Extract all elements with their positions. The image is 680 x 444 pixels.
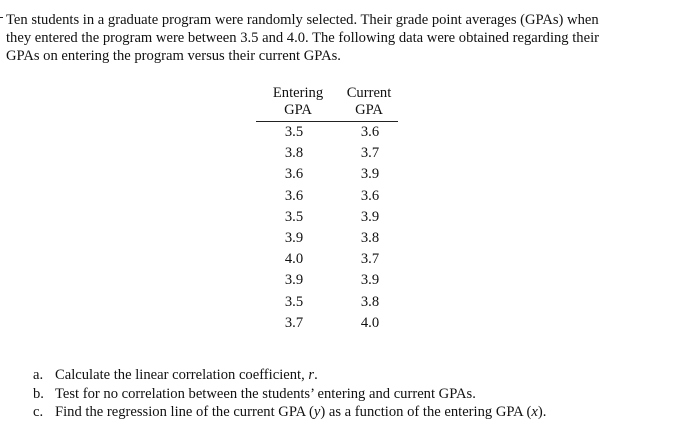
entering-gpa-cell: 3.9 bbox=[284, 272, 304, 289]
question-text: Find the regression line of the current … bbox=[55, 404, 547, 420]
current-gpa-cell: 3.9 bbox=[360, 166, 380, 183]
question-letter: b. bbox=[33, 385, 44, 402]
entering-gpa-cell: 3.6 bbox=[284, 187, 304, 204]
current-gpa-cell: 3.7 bbox=[360, 251, 380, 268]
table-row: 3.5 3.9 bbox=[256, 207, 398, 228]
table-row: 4.0 3.7 bbox=[256, 249, 398, 270]
entering-gpa-cell: 3.5 bbox=[284, 124, 304, 141]
current-gpa-header-bottom: GPA bbox=[340, 102, 398, 122]
current-gpa-cell: 3.8 bbox=[360, 293, 380, 310]
current-gpa-cell: 3.6 bbox=[360, 187, 380, 204]
entering-gpa-cell: 3.7 bbox=[284, 314, 304, 331]
entering-gpa-header-top: Entering bbox=[272, 85, 324, 101]
question-text: Test for no correlation between the stud… bbox=[55, 385, 476, 402]
entering-gpa-cell: 3.9 bbox=[284, 230, 304, 247]
question-letter: c. bbox=[33, 404, 44, 420]
question-item: c. Find the regression line of the curren… bbox=[33, 403, 546, 422]
entering-gpa-cell: 4.0 bbox=[284, 251, 304, 268]
question-text: Calculate the linear correlation coeffic… bbox=[55, 367, 318, 383]
current-gpa-cell: 4.0 bbox=[360, 314, 380, 331]
question-list: a. Calculate the linear correlation coeff… bbox=[33, 366, 546, 422]
current-gpa-header-top: Current bbox=[346, 85, 392, 101]
table-row: 3.8 3.7 bbox=[256, 143, 398, 164]
table-row: 3.6 3.6 bbox=[256, 186, 398, 207]
question-item: a. Calculate the linear correlation coeff… bbox=[33, 366, 546, 385]
intro-line: Ten students in a graduate program were … bbox=[6, 12, 599, 28]
entering-gpa-header-bottom: GPA bbox=[256, 102, 340, 122]
table-row: 3.5 3.6 bbox=[256, 122, 398, 144]
current-gpa-cell: 3.7 bbox=[360, 145, 380, 162]
current-gpa-cell: 3.6 bbox=[360, 124, 380, 141]
table-row: 3.9 3.9 bbox=[256, 270, 398, 291]
entering-gpa-cell: 3.5 bbox=[284, 208, 304, 225]
gpa-table: Entering Current GPA GPA 3.5 3.6 3.8 3.7 3.6… bbox=[256, 85, 398, 334]
gpa-table-body: 3.5 3.6 3.8 3.7 3.6 3.9 3.6 3.6 3.5 3.9 3.9 3.8 4.0 3… bbox=[256, 122, 398, 334]
entering-gpa-cell: 3.6 bbox=[284, 166, 304, 183]
current-gpa-cell: 3.9 bbox=[360, 272, 380, 289]
intro-line: GPAs on entering the program versus thei… bbox=[6, 48, 341, 64]
current-gpa-cell: 3.8 bbox=[360, 230, 380, 247]
question-item: b. Test for no correlation between the st… bbox=[33, 385, 546, 404]
problem-intro: Ten students in a graduate program were … bbox=[6, 11, 672, 65]
entering-gpa-cell: 3.5 bbox=[284, 293, 304, 310]
margin-mark bbox=[0, 17, 3, 18]
intro-line: they entered the program were between 3.… bbox=[6, 30, 599, 46]
table-row: 3.6 3.9 bbox=[256, 164, 398, 185]
table-row: 3.5 3.8 bbox=[256, 292, 398, 313]
entering-gpa-cell: 3.8 bbox=[284, 145, 304, 162]
current-gpa-cell: 3.9 bbox=[360, 208, 380, 225]
table-row: 3.9 3.8 bbox=[256, 228, 398, 249]
table-row: 3.7 4.0 bbox=[256, 313, 398, 334]
question-letter: a. bbox=[33, 367, 44, 383]
